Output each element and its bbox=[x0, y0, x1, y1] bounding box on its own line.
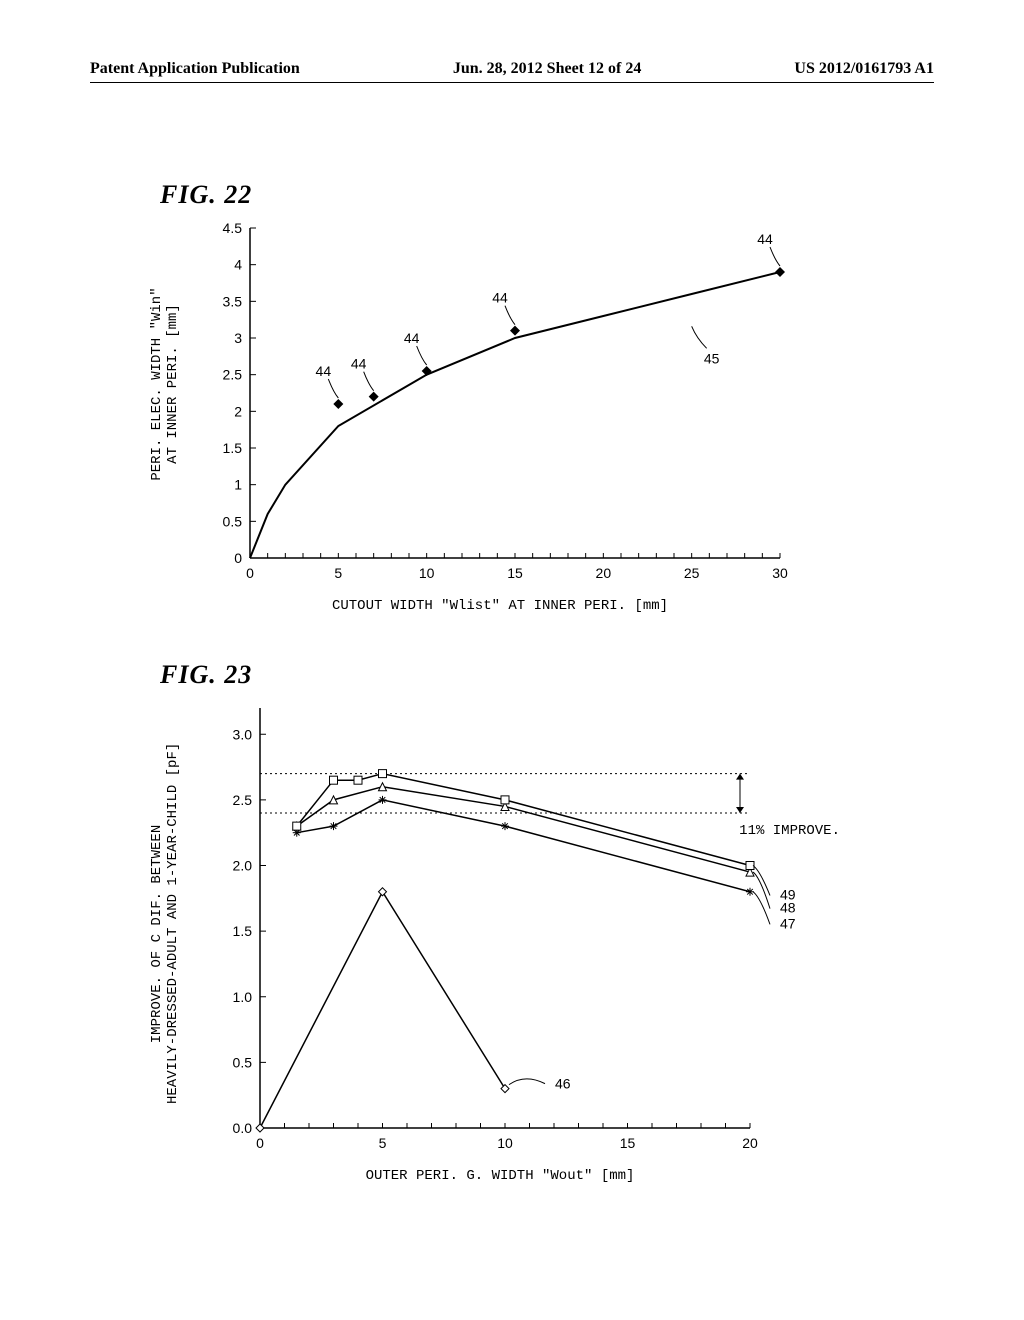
svg-text:44: 44 bbox=[316, 363, 332, 379]
svg-text:45: 45 bbox=[704, 350, 720, 366]
svg-text:15: 15 bbox=[620, 1135, 636, 1151]
svg-text:2.5: 2.5 bbox=[233, 792, 253, 808]
svg-text:44: 44 bbox=[757, 231, 773, 247]
svg-text:10: 10 bbox=[497, 1135, 513, 1151]
svg-text:1.0: 1.0 bbox=[233, 989, 253, 1005]
fig23-improve-annotation: 11% IMPROVE. bbox=[739, 823, 840, 840]
fig23-xlabel: OUTER PERI. G. WIDTH "Wout" [mm] bbox=[260, 1168, 740, 1184]
svg-text:0.5: 0.5 bbox=[223, 513, 243, 529]
svg-text:5: 5 bbox=[379, 1135, 387, 1151]
svg-text:1.5: 1.5 bbox=[233, 923, 253, 939]
header-left: Patent Application Publication bbox=[90, 60, 300, 78]
svg-text:3.5: 3.5 bbox=[223, 293, 243, 309]
svg-text:1: 1 bbox=[234, 477, 242, 493]
svg-text:0.0: 0.0 bbox=[233, 1120, 253, 1136]
svg-text:2.0: 2.0 bbox=[233, 858, 253, 874]
svg-text:4.5: 4.5 bbox=[223, 220, 243, 236]
svg-text:48: 48 bbox=[780, 900, 796, 916]
fig22-xlabel: CUTOUT WIDTH "Wlist" AT INNER PERI. [mm] bbox=[260, 598, 740, 614]
figure-22: FIG. 22 0 0.5 1 1.5 2 2.5 3 3.5 4 4.5 0 5 10 15 20 25 30… bbox=[160, 180, 800, 614]
svg-text:4: 4 bbox=[234, 257, 242, 273]
svg-text:2.5: 2.5 bbox=[223, 367, 243, 383]
svg-text:10: 10 bbox=[419, 565, 435, 581]
fig22-ylabel: PERI. ELEC. WIDTH "Win" AT INNER PERI. [… bbox=[149, 284, 181, 484]
svg-text:1.5: 1.5 bbox=[223, 440, 243, 456]
fig23-title: FIG. 23 bbox=[160, 660, 800, 690]
fig23-ylabel: IMPROVE. OF C DIF. BETWEEN HEAVILY-DRESS… bbox=[149, 764, 181, 1104]
svg-text:20: 20 bbox=[596, 565, 612, 581]
svg-text:0: 0 bbox=[256, 1135, 264, 1151]
header-right: US 2012/0161793 A1 bbox=[794, 60, 934, 78]
svg-text:44: 44 bbox=[351, 356, 367, 372]
svg-text:5: 5 bbox=[334, 565, 342, 581]
svg-text:30: 30 bbox=[772, 565, 788, 581]
svg-text:25: 25 bbox=[684, 565, 700, 581]
svg-text:3.0: 3.0 bbox=[233, 726, 253, 742]
fig23-chart: 0.00.51.01.52.02.53.00510152049484746 IM… bbox=[160, 698, 800, 1168]
page-header: Patent Application Publication Jun. 28, … bbox=[0, 60, 1024, 83]
figure-23: FIG. 23 0.00.51.01.52.02.53.005101520494… bbox=[160, 660, 800, 1184]
header-center: Jun. 28, 2012 Sheet 12 of 24 bbox=[453, 60, 641, 78]
fig23-svg: 0.00.51.01.52.02.53.00510152049484746 bbox=[160, 698, 800, 1168]
svg-text:46: 46 bbox=[555, 1076, 571, 1092]
svg-text:2: 2 bbox=[234, 403, 242, 419]
svg-text:44: 44 bbox=[404, 330, 420, 346]
fig22-title: FIG. 22 bbox=[160, 180, 800, 210]
fig22-chart: 0 0.5 1 1.5 2 2.5 3 3.5 4 4.5 0 5 10 15 20 25 30 44 44 44 44… bbox=[160, 218, 800, 598]
svg-text:0.5: 0.5 bbox=[233, 1054, 253, 1070]
fig22-svg: 0 0.5 1 1.5 2 2.5 3 3.5 4 4.5 0 5 10 15 20 25 30 44 44 44 44… bbox=[160, 218, 800, 598]
svg-text:47: 47 bbox=[780, 915, 796, 931]
svg-text:20: 20 bbox=[742, 1135, 758, 1151]
svg-text:44: 44 bbox=[492, 290, 508, 306]
svg-text:0: 0 bbox=[246, 565, 254, 581]
svg-text:0: 0 bbox=[234, 550, 242, 566]
svg-text:15: 15 bbox=[507, 565, 523, 581]
svg-text:3: 3 bbox=[234, 330, 242, 346]
